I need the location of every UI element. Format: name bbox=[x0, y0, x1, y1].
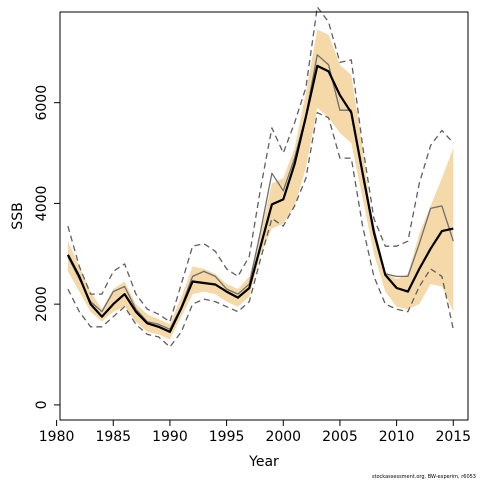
y-tick-label: 0 bbox=[34, 400, 50, 409]
series-lines-layer bbox=[66, 6, 454, 348]
x-tick-label: 1980 bbox=[39, 429, 75, 445]
point-estimate-line bbox=[66, 64, 454, 333]
y-tick-label: 2000 bbox=[34, 286, 50, 322]
x-axis-title: Year bbox=[248, 454, 279, 470]
lower-bound-line bbox=[67, 112, 454, 348]
y-axis: 0 2000 4000 6000 bbox=[34, 85, 60, 409]
x-axis: 1980 1985 1990 1995 2000 2005 2010 2015 bbox=[39, 420, 471, 445]
confidence-band-layer bbox=[67, 29, 454, 340]
y-tick-label: 6000 bbox=[34, 85, 50, 121]
y-tick-label: 4000 bbox=[34, 186, 50, 222]
x-tick-label: 1990 bbox=[152, 429, 188, 445]
x-tick-label: 2000 bbox=[265, 429, 301, 445]
x-tick-label: 1985 bbox=[95, 429, 131, 445]
confidence-band bbox=[67, 29, 454, 340]
x-tick-label: 1995 bbox=[209, 429, 245, 445]
x-tick-label: 2010 bbox=[379, 429, 415, 445]
plot-frame bbox=[59, 11, 469, 421]
x-tick-label: 2005 bbox=[322, 429, 358, 445]
alternative-estimate-line bbox=[67, 54, 454, 330]
source-footnote: stockassessment.org, BW-experim, r6053 bbox=[372, 474, 476, 480]
upper-bound-line bbox=[67, 6, 454, 323]
x-tick-label: 2015 bbox=[435, 429, 471, 445]
y-axis-title: SSB bbox=[10, 202, 26, 229]
